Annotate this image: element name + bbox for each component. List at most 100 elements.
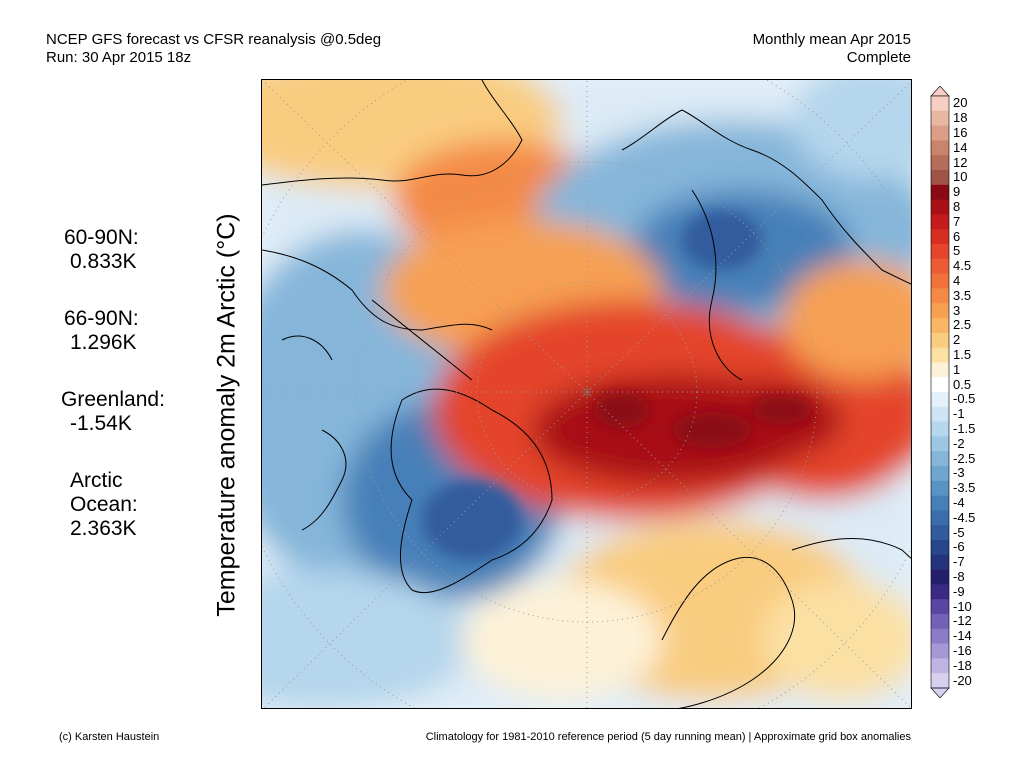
stat-label: Greenland: bbox=[61, 388, 165, 411]
legend-swatch bbox=[931, 377, 949, 393]
legend-label: -3 bbox=[953, 465, 965, 481]
legend-swatch bbox=[931, 436, 949, 452]
legend-arrow-down bbox=[930, 687, 950, 699]
legend-label: 20 bbox=[953, 95, 968, 111]
legend-swatch bbox=[931, 569, 949, 585]
legend-label: 12 bbox=[953, 154, 968, 170]
vertical-title: Temperature anomaly 2m Arctic (°C) bbox=[212, 213, 241, 617]
period-info: Monthly mean Apr 2015 Complete bbox=[753, 31, 911, 67]
legend-label: -4.5 bbox=[953, 509, 976, 525]
legend-label: -0.5 bbox=[953, 391, 976, 407]
stat-arctic-ocean: Arctic Ocean: 2.363K bbox=[70, 469, 138, 541]
stat-value: -1.54K bbox=[70, 412, 132, 435]
legend-swatch bbox=[931, 362, 949, 378]
period-line-2: Complete bbox=[846, 49, 911, 66]
stat-60-90n: 60-90N: 0.833K bbox=[64, 226, 139, 274]
stat-value: 0.833K bbox=[70, 250, 137, 273]
north-pole-marker bbox=[583, 388, 591, 396]
color-legend: 20 18 16 14 12 10 9 8 7 6 5 4.5 4 3.5 3 2.5 2 1.5 1 0.5 -0.5… bbox=[930, 85, 975, 703]
legend-swatch bbox=[931, 96, 949, 112]
legend-label: 16 bbox=[953, 125, 968, 140]
legend-label: 8 bbox=[953, 199, 961, 214]
graticule bbox=[262, 80, 911, 708]
legend-label: 10 bbox=[953, 169, 968, 185]
legend-arrow-up bbox=[930, 85, 950, 97]
legend-label: -6 bbox=[953, 539, 965, 555]
legend-swatch bbox=[931, 495, 949, 511]
legend-swatch bbox=[931, 273, 949, 289]
legend-label: -1 bbox=[953, 406, 965, 422]
legend-swatch bbox=[931, 614, 949, 630]
legend-label: -2 bbox=[953, 435, 965, 451]
stat-label-2: Ocean: bbox=[70, 493, 138, 516]
stat-66-90n: 66-90N: 1.296K bbox=[64, 307, 139, 355]
stat-label: 66-90N: bbox=[64, 307, 139, 330]
legend-swatch bbox=[931, 229, 949, 245]
legend-swatch bbox=[931, 584, 949, 600]
legend-swatch bbox=[931, 628, 949, 645]
legend-swatch bbox=[931, 406, 949, 423]
legend-label: 3.5 bbox=[953, 287, 972, 303]
legend-swatch bbox=[931, 170, 949, 186]
coastlines bbox=[262, 80, 911, 708]
credit: (c) Karsten Haustein bbox=[59, 731, 160, 743]
legend-swatch bbox=[931, 125, 949, 141]
legend-swatch bbox=[931, 554, 949, 571]
legend-swatch bbox=[931, 525, 949, 541]
stat-label: Arctic bbox=[70, 469, 123, 492]
legend-swatch bbox=[931, 510, 949, 526]
legend-label: 7 bbox=[953, 213, 961, 229]
legend-label: 14 bbox=[953, 139, 968, 155]
chart-title: NCEP GFS forecast vs CFSR reanalysis @0.… bbox=[46, 31, 381, 67]
legend-label: 5 bbox=[953, 243, 961, 259]
legend-label: -16 bbox=[953, 643, 972, 658]
map-canvas bbox=[262, 80, 911, 708]
legend-swatch bbox=[931, 199, 949, 215]
legend-label: -18 bbox=[953, 657, 972, 673]
legend-label: -10 bbox=[953, 598, 972, 614]
climatology-note: Climatology for 1981-2010 reference peri… bbox=[425, 731, 911, 743]
legend-swatch bbox=[931, 155, 949, 171]
legend-swatch bbox=[931, 288, 949, 304]
stat-greenland: Greenland: -1.54K bbox=[61, 388, 165, 436]
legend-swatch bbox=[931, 599, 949, 615]
legend-label: -3.5 bbox=[953, 480, 976, 496]
legend-swatch bbox=[931, 643, 949, 659]
title-line-1: NCEP GFS forecast vs CFSR reanalysis @0.… bbox=[46, 31, 382, 48]
legend-swatch bbox=[931, 318, 949, 334]
legend-label: -4 bbox=[953, 495, 965, 510]
legend-swatch bbox=[931, 673, 949, 689]
legend-label: 0.5 bbox=[953, 376, 972, 392]
legend-label: 6 bbox=[953, 228, 961, 244]
stat-label: 60-90N: bbox=[64, 226, 139, 249]
legend-swatch bbox=[931, 110, 949, 127]
legend-label: -1.5 bbox=[953, 421, 976, 436]
legend-swatch bbox=[931, 332, 949, 349]
legend-label: -9 bbox=[953, 583, 965, 599]
legend-swatch bbox=[931, 347, 949, 363]
legend-label: 2 bbox=[953, 332, 961, 348]
legend-label: -7 bbox=[953, 554, 965, 570]
stat-value: 1.296K bbox=[70, 331, 137, 354]
anomaly-peaks bbox=[422, 210, 812, 560]
legend-colorbar bbox=[930, 85, 950, 699]
legend-label: -2.5 bbox=[953, 450, 976, 466]
legend-label: 4 bbox=[953, 273, 961, 288]
legend-label: -8 bbox=[953, 569, 965, 584]
legend-label: 1 bbox=[953, 361, 961, 377]
legend-swatch bbox=[931, 466, 949, 482]
anomaly-map bbox=[261, 79, 912, 709]
legend-swatch bbox=[931, 184, 949, 201]
legend-swatch bbox=[931, 214, 949, 230]
legend-swatch bbox=[931, 392, 949, 408]
legend-swatch bbox=[931, 244, 949, 260]
legend-swatch bbox=[931, 303, 949, 319]
legend-frame bbox=[930, 95, 950, 689]
legend-swatch bbox=[931, 658, 949, 674]
legend-label: -12 bbox=[953, 613, 972, 629]
legend-label: -20 bbox=[953, 672, 972, 688]
legend-swatch bbox=[931, 451, 949, 467]
legend-label: 4.5 bbox=[953, 258, 972, 274]
legend-swatch bbox=[931, 258, 949, 275]
period-line-1: Monthly mean Apr 2015 bbox=[752, 31, 911, 48]
